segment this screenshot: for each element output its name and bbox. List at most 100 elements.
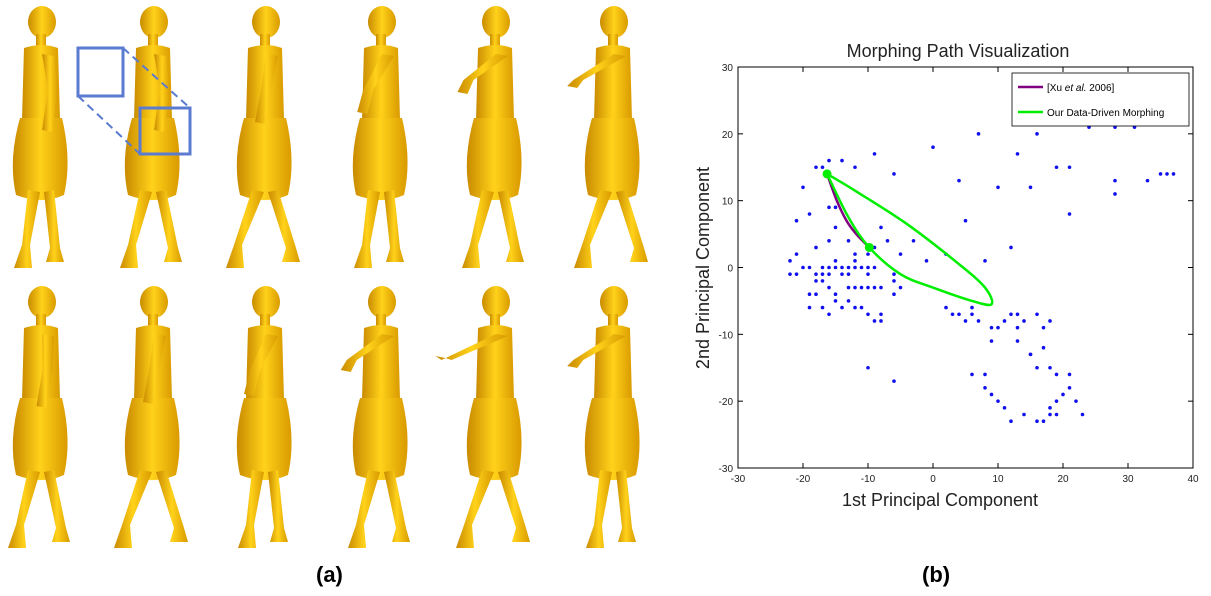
scatter-point (1041, 345, 1046, 350)
figure-leg (498, 470, 530, 542)
figure-head (368, 6, 396, 38)
scatter-point (970, 372, 974, 377)
figure-leg (616, 470, 636, 542)
scatter-point (814, 292, 818, 297)
scatter-point (970, 305, 974, 310)
walking-figure (435, 286, 530, 548)
walking-figure (340, 286, 410, 548)
scatter-point (794, 252, 799, 256)
scatter-point (1009, 312, 1013, 317)
scatter-point (1158, 172, 1163, 176)
scatter-point (950, 312, 955, 317)
figure-leg (14, 190, 40, 268)
x-tick-label: -20 (796, 474, 811, 485)
figure-arm (42, 54, 58, 132)
figure-torso (362, 45, 400, 120)
scatter-point (924, 259, 929, 263)
scatter-point (879, 285, 883, 290)
scatter-point (814, 245, 818, 250)
scatter-point (970, 312, 974, 317)
figure-head (252, 286, 280, 318)
figure-arm (143, 334, 166, 404)
scatter-point (820, 279, 825, 283)
scatter-point (1145, 178, 1150, 183)
figure-leg (226, 190, 264, 268)
figure-head (600, 286, 628, 318)
figure-arm (567, 334, 626, 368)
figure-neck (376, 34, 386, 48)
figure-neck (148, 314, 158, 328)
figure-arm (357, 54, 394, 114)
scatter-point (1002, 406, 1007, 410)
scatter-point (814, 165, 818, 170)
walking-figure (236, 286, 292, 548)
figure-leg (384, 190, 404, 262)
legend-label-xu: [Xu et al. 2006] (1047, 83, 1115, 94)
scatter-point (801, 265, 805, 270)
y-tick-label: -20 (719, 397, 734, 408)
figure-neck (376, 314, 386, 328)
x-tick-label: 0 (930, 474, 936, 485)
scatter-point (846, 299, 851, 303)
figure-neck (260, 314, 270, 328)
scatter-point (1028, 185, 1033, 190)
scatter-point (866, 265, 870, 270)
scatter-point (1041, 419, 1046, 424)
figure-head (252, 6, 280, 38)
scatter-point (983, 259, 987, 263)
figure-leg (586, 470, 612, 548)
figure-leg (268, 190, 300, 262)
figure-head (482, 6, 510, 38)
scatter-point (866, 252, 870, 256)
figure-arm (154, 54, 170, 132)
scatter-point (807, 212, 812, 216)
panel-a-caption: (a) (316, 562, 343, 587)
scatter-point (1035, 365, 1039, 370)
figure-neck (36, 314, 46, 328)
scatter-point (872, 152, 877, 156)
morphing-path-chart: Morphing Path Visualization -30 -20 -10 0 10… (690, 30, 1211, 570)
scatter-point (989, 325, 994, 330)
zoom-target-box (138, 106, 192, 156)
scatter-point (879, 225, 883, 230)
scatter-point (1054, 412, 1059, 417)
scatter-point (957, 312, 961, 317)
scatter-point (898, 252, 903, 256)
scatter-point (788, 259, 792, 263)
scatter-point (1054, 399, 1059, 403)
y-tick-label: 10 (722, 197, 734, 208)
figure-leg (384, 470, 410, 542)
scatter-point (1015, 339, 1020, 343)
scatter-point (892, 272, 896, 276)
figure-skirt (466, 398, 522, 480)
walking-figure (352, 6, 408, 268)
scatter-point (989, 392, 994, 397)
scatter-point (827, 238, 831, 243)
scatter-point (853, 285, 857, 290)
figure-leg (456, 470, 494, 548)
scatter-point (846, 238, 851, 243)
legend-label-ours: Our Data-Driven Morphing (1047, 108, 1164, 119)
scatter-point (872, 285, 877, 290)
figure-sequence-panel (8, 6, 648, 548)
y-tick-label: 30 (722, 63, 734, 74)
x-tick-label: 30 (1122, 474, 1134, 485)
scatter-point (963, 319, 968, 323)
x-tick-label: -10 (861, 474, 876, 485)
figure-arm (255, 54, 278, 124)
figure-leg (44, 470, 70, 542)
figure-skirt (584, 398, 640, 480)
scatter-point (833, 292, 838, 297)
figure-leg (44, 190, 64, 262)
scatter-point (820, 265, 825, 270)
scatter-point (1015, 325, 1020, 330)
figure-arm (244, 334, 278, 396)
scatter-point (1113, 178, 1117, 183)
y-tick-label: -30 (719, 464, 734, 475)
scatter-point (853, 252, 857, 256)
path-endpoint-marker (822, 169, 832, 179)
zoom-connector-line (122, 47, 191, 109)
scatter-point (1022, 319, 1026, 323)
panel-b-caption: (b) (922, 562, 951, 587)
scatter-point (885, 238, 890, 243)
